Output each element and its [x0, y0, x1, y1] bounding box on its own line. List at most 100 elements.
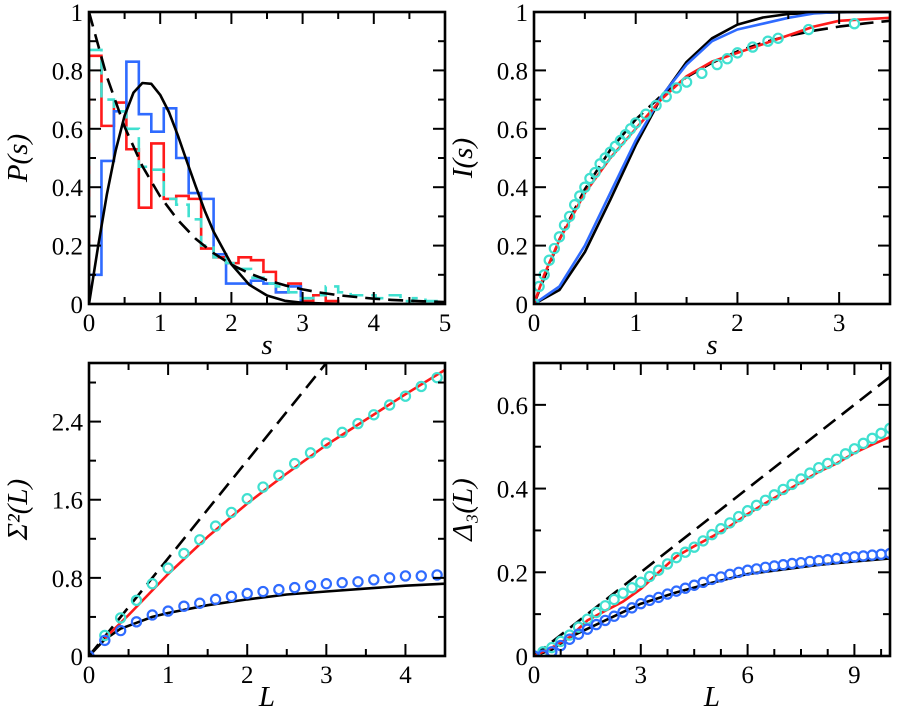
data-point-blue — [786, 557, 798, 570]
data-point-blue — [590, 618, 603, 631]
data-point-cyan — [711, 58, 723, 71]
data-point-cyan — [857, 437, 870, 450]
x-tick-label: 2 — [731, 310, 744, 337]
data-point-blue — [866, 549, 878, 561]
data-point-cyan — [650, 99, 662, 112]
y-tick-label: 0 — [71, 292, 84, 319]
series-line-black-solid — [89, 81, 445, 304]
y-tick-label: 1 — [71, 0, 84, 27]
data-point-cyan — [548, 242, 561, 255]
x-tick-label: 3 — [320, 662, 333, 689]
data-point-cyan — [660, 90, 672, 103]
data-point-cyan — [617, 587, 629, 599]
data-point-blue — [415, 570, 427, 582]
data-point-cyan — [839, 448, 852, 460]
data-point-cyan — [772, 32, 784, 44]
data-point-cyan — [563, 210, 576, 223]
data-point-cyan — [130, 594, 143, 607]
x-tick-label: 1 — [629, 310, 642, 337]
data-point-cyan — [114, 612, 127, 624]
y-tick-label: 2.4 — [52, 410, 84, 437]
data-point-blue — [777, 559, 789, 571]
data-point-cyan — [813, 461, 825, 474]
y-tick-label: 0.8 — [52, 566, 83, 593]
data-point-cyan — [661, 558, 674, 570]
data-point-cyan — [822, 457, 834, 470]
data-point-cyan — [848, 17, 861, 30]
data-point-blue — [273, 583, 285, 596]
data-point-cyan — [609, 140, 622, 153]
series-line-red-solid — [103, 368, 445, 640]
histogram-blue — [89, 60, 314, 304]
data-point-cyan — [558, 219, 571, 231]
data-point-cyan — [431, 371, 443, 384]
data-point-cyan — [146, 578, 158, 590]
data-point-cyan — [241, 493, 253, 505]
data-point-cyan — [624, 123, 637, 135]
data-point-cyan — [599, 600, 611, 612]
data-point-cyan — [368, 409, 380, 421]
x-axis-label: s — [706, 329, 717, 361]
x-tick-label: 1 — [162, 662, 175, 689]
y-axis-label: Δ₃(L) — [447, 478, 479, 542]
data-layer — [89, 12, 445, 304]
data-point-cyan — [225, 506, 238, 519]
series-line-black-dashed — [89, 363, 328, 656]
data-point-blue — [804, 555, 816, 568]
panel-bottom-right: 0 3 6 9 0 0.2 0.4 0.6 L Δ₃(L) — [447, 361, 892, 713]
data-point-cyan — [644, 570, 656, 583]
data-point-blue — [884, 547, 890, 560]
data-point-blue — [563, 633, 576, 645]
data-point-blue — [830, 552, 843, 565]
data-point-blue — [431, 569, 443, 581]
data-point-blue — [162, 605, 174, 617]
data-point-cyan — [608, 593, 620, 606]
x-tick-label: 3 — [296, 310, 309, 337]
data-point-cyan — [652, 564, 665, 576]
x-tick-label: 0 — [83, 310, 96, 337]
series-line-black-solid — [534, 12, 890, 304]
data-point-cyan — [724, 517, 736, 529]
x-tick-label: 5 — [439, 310, 452, 337]
y-axis-label: I(s) — [447, 138, 479, 179]
x-tick-label: 4 — [368, 310, 381, 337]
data-point-cyan — [640, 108, 652, 120]
data-point-blue — [608, 610, 620, 622]
series-line-blue-solid — [534, 12, 890, 304]
data-point-cyan — [589, 166, 601, 179]
data-point-blue — [241, 587, 253, 600]
data-point-cyan — [99, 629, 111, 642]
data-point-cyan — [804, 467, 816, 479]
data-point-cyan — [759, 494, 772, 506]
y-axis-label: P(s) — [2, 134, 34, 183]
x-tick-label: 9 — [848, 662, 861, 689]
series-line-black-solid — [89, 582, 445, 656]
data-point-cyan — [786, 478, 798, 491]
data-point-cyan — [630, 117, 642, 129]
x-axis-label: L — [703, 681, 720, 713]
data-point-cyan — [399, 390, 412, 402]
data-point-blue — [146, 609, 158, 621]
y-tick-label: 1.6 — [52, 488, 83, 515]
data-point-blue — [336, 577, 348, 589]
data-point-cyan — [875, 427, 887, 440]
data-point-cyan — [680, 76, 693, 88]
y-tick-label: 0.4 — [497, 175, 529, 202]
y-tick-label: 0.2 — [52, 234, 83, 261]
data-point-blue — [352, 576, 364, 588]
y-tick-label: 0.8 — [52, 58, 83, 85]
axes-frame — [532, 361, 892, 658]
series-line-red-solid — [534, 16, 890, 304]
data-point-blue — [225, 590, 238, 603]
data-point-cyan — [352, 417, 364, 430]
data-point-blue — [304, 579, 317, 592]
data-point-blue — [130, 616, 143, 628]
data-point-cyan — [762, 35, 774, 47]
data-point-cyan — [706, 528, 718, 541]
x-tick-label: 6 — [741, 662, 754, 689]
data-point-cyan — [777, 483, 789, 496]
data-point-cyan — [696, 67, 708, 80]
data-point-blue — [546, 646, 558, 656]
